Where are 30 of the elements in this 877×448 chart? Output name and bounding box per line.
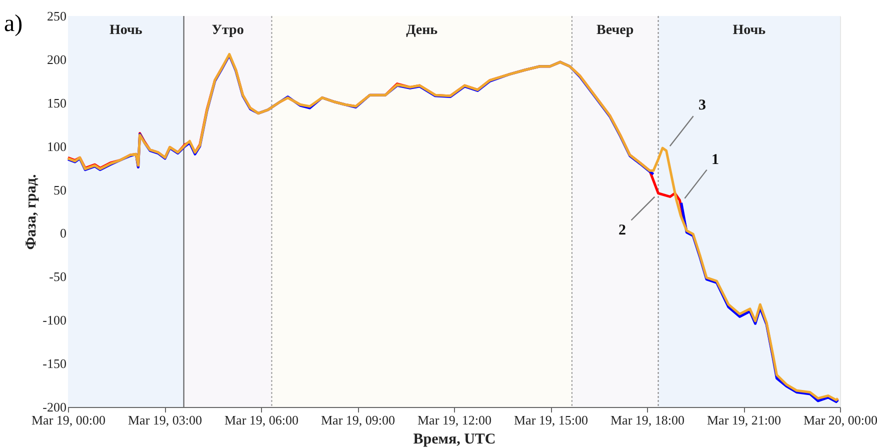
annotation: 2 — [618, 222, 626, 238]
y-tick-label: -100 — [42, 312, 66, 328]
x-tick-label: Mar 19, 18:00 — [610, 412, 685, 428]
y-tick-label: 50 — [54, 182, 66, 198]
y-tick-label: 200 — [47, 52, 66, 67]
x-tick-label: Mar 19, 03:00 — [128, 412, 202, 428]
band-label: Ночь — [109, 23, 143, 38]
annotation: 1 — [712, 152, 720, 168]
text: a) — [4, 11, 23, 37]
y-tick-label: 0 — [60, 226, 66, 241]
band-label: День — [406, 23, 438, 38]
x-tick-label: Mar 19, 09:00 — [320, 412, 396, 428]
y-tick-label: 100 — [47, 138, 66, 154]
y-tick-label: -200 — [42, 400, 66, 414]
band-label: Вечер — [596, 23, 634, 38]
x-tick-label: Mar 19, 21:00 — [706, 412, 782, 428]
annotation: 3 — [698, 98, 706, 114]
band-label: Утро — [212, 23, 244, 38]
x-tick-label: Mar 19, 00:00 — [31, 412, 106, 428]
y-tick-label: 250 — [47, 8, 66, 24]
y-tick-label: -50 — [49, 269, 66, 284]
y-axis-title: Фаза, град. — [24, 174, 40, 250]
x-tick-label: Mar 19, 06:00 — [224, 412, 299, 428]
x-tick-label: Mar 19, 12:00 — [417, 412, 492, 428]
x-axis-title: Время, UTC — [413, 432, 496, 448]
x-tick-label: Mar 20, 00:00 — [803, 412, 877, 428]
y-tick-label: 150 — [47, 95, 66, 110]
band-label: Ночь — [732, 23, 766, 38]
y-tick-label: -150 — [42, 356, 66, 372]
x-tick-label: Mar 19, 15:00 — [514, 412, 588, 428]
